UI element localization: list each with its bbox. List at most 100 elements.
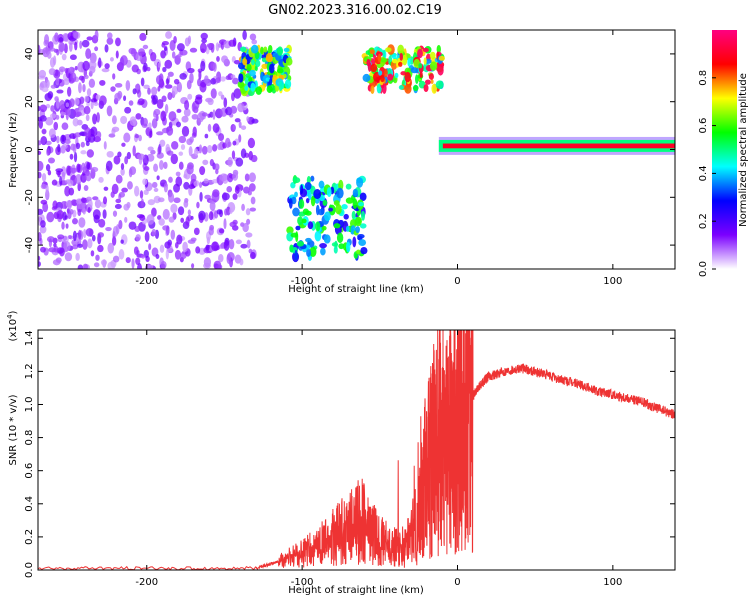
spectrogram-cell	[343, 213, 349, 220]
spectrogram-cell	[61, 221, 65, 230]
spectrogram-cell	[351, 210, 356, 220]
spectrogram-cell	[92, 113, 97, 125]
spectrogram-cell	[181, 115, 189, 123]
spectrogram-cell	[114, 203, 122, 210]
spectrogram-cell	[114, 83, 123, 88]
spectrogram-cell	[64, 139, 71, 145]
spectrogram-cell	[40, 246, 46, 253]
spectrogram-cell	[62, 143, 68, 150]
spectrogram-cell	[410, 56, 414, 65]
spectrogram-cell	[65, 102, 70, 108]
spectrogram-cell	[345, 241, 351, 253]
spectrogram-cell	[210, 88, 217, 99]
y-tick-label: 0.6	[24, 463, 35, 479]
spectrogram-cell	[227, 156, 233, 167]
spectrogram-cell	[140, 77, 145, 87]
spectrogram-cell	[38, 208, 44, 216]
colorbar-tick-label: 0.0	[698, 261, 709, 277]
spectrogram-cell	[86, 36, 93, 41]
spectrogram-cell	[125, 80, 131, 91]
spectrogram-cell	[265, 52, 273, 63]
spectrogram-cell	[97, 232, 105, 238]
spectrogram-cell	[203, 262, 211, 269]
spectrogram-cell	[95, 254, 100, 261]
spectrogram-cell	[85, 227, 94, 237]
spectrogram-cell	[124, 156, 129, 165]
spectrogram-cell	[52, 259, 61, 266]
spectrogram-cell	[249, 251, 256, 260]
spectrogram-cell	[51, 179, 58, 186]
spectrogram-cell	[297, 216, 304, 226]
spectrogram-cell	[285, 57, 293, 66]
spectrogram-cell	[187, 209, 191, 216]
spectrogram-cell	[156, 152, 164, 159]
spectrogram-cell	[336, 232, 344, 244]
spectrogram-cell	[162, 66, 167, 73]
spectrogram-cell	[165, 78, 170, 85]
spectrogram-cell	[184, 37, 190, 47]
spectrogram-cell	[112, 255, 120, 263]
spectrogram-cell	[242, 30, 247, 41]
spectrogram-cell	[238, 73, 244, 83]
spectrogram-cell	[338, 179, 344, 191]
spectrogram-cell	[155, 75, 163, 85]
spectrogram-cell	[191, 263, 195, 269]
spectrogram-cell	[67, 107, 71, 116]
spectrogram-cell	[91, 234, 96, 242]
spectrogram-cell	[150, 149, 156, 155]
spectrogram-cell	[183, 174, 188, 179]
spectrogram-cell	[215, 264, 223, 269]
x-tick-label: 0	[454, 276, 460, 287]
spectrogram-cell	[183, 108, 191, 117]
spectrogram-cell	[128, 221, 137, 230]
spectrogram-feature	[38, 30, 259, 269]
spectrogram-cell	[205, 244, 210, 251]
spectrogram-cell	[55, 168, 64, 173]
spectrogram-cell	[77, 243, 83, 248]
spectrogram-cell	[198, 70, 202, 81]
y-tick-label: 0.0	[24, 562, 35, 578]
spectrogram-cell	[38, 150, 42, 155]
spectrogram-cell	[267, 44, 273, 54]
spectrogram-cell	[295, 225, 301, 231]
spectrogram-cell	[354, 216, 362, 227]
spectrogram-cell	[233, 60, 241, 65]
spectrogram-cell	[290, 182, 296, 189]
spectrogram-cell	[239, 258, 244, 266]
spectrogram-cell	[60, 111, 66, 116]
spectrogram-cell	[227, 172, 234, 183]
spectrogram-cell	[149, 130, 153, 138]
spectrogram-cell	[176, 234, 183, 245]
spectrogram-cell	[165, 225, 170, 236]
spectrogram-cell	[85, 114, 90, 122]
spectrogram-cell	[157, 85, 161, 92]
spectrogram-cell	[106, 150, 114, 158]
spectrogram-cell	[46, 211, 55, 223]
spectrogram-cell	[118, 249, 125, 260]
spectrogram-cell	[230, 105, 238, 114]
spectrogram-cell	[218, 244, 225, 249]
spectrogram-cell	[201, 38, 207, 44]
spectrogram-cell	[209, 159, 215, 167]
spectrogram-cell	[220, 94, 225, 100]
figure-title: GN02.2023.316.00.02.C19	[268, 3, 442, 18]
spectrogram-cell	[398, 85, 404, 90]
spectrogram-cell	[67, 199, 72, 210]
spectrogram-cell	[246, 239, 251, 249]
spectrogram-cell	[318, 180, 325, 189]
spectrogram-cell	[94, 30, 99, 41]
spectrogram-cell	[212, 241, 218, 250]
spectrogram-cell	[90, 166, 99, 173]
spectrogram-cell	[99, 95, 107, 106]
spectrogram-cell	[117, 151, 122, 158]
spectrogram-cell	[198, 210, 206, 221]
spectrogram-cell	[168, 216, 175, 223]
spectrogram-cell	[223, 239, 230, 251]
spectrogram-cell	[53, 121, 59, 131]
spectrogram-xlabel: Height of straight line (km)	[288, 284, 424, 295]
spectrogram-cell	[306, 248, 311, 257]
spectrogram-cell	[187, 67, 195, 74]
spectrogram-cell	[48, 128, 56, 139]
spectrogram-cell	[212, 123, 220, 133]
spectrogram-cell	[204, 133, 209, 139]
